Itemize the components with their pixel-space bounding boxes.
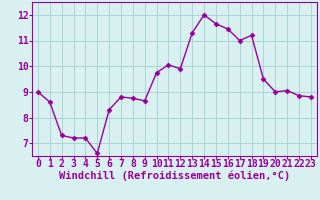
X-axis label: Windchill (Refroidissement éolien,°C): Windchill (Refroidissement éolien,°C)	[59, 171, 290, 181]
